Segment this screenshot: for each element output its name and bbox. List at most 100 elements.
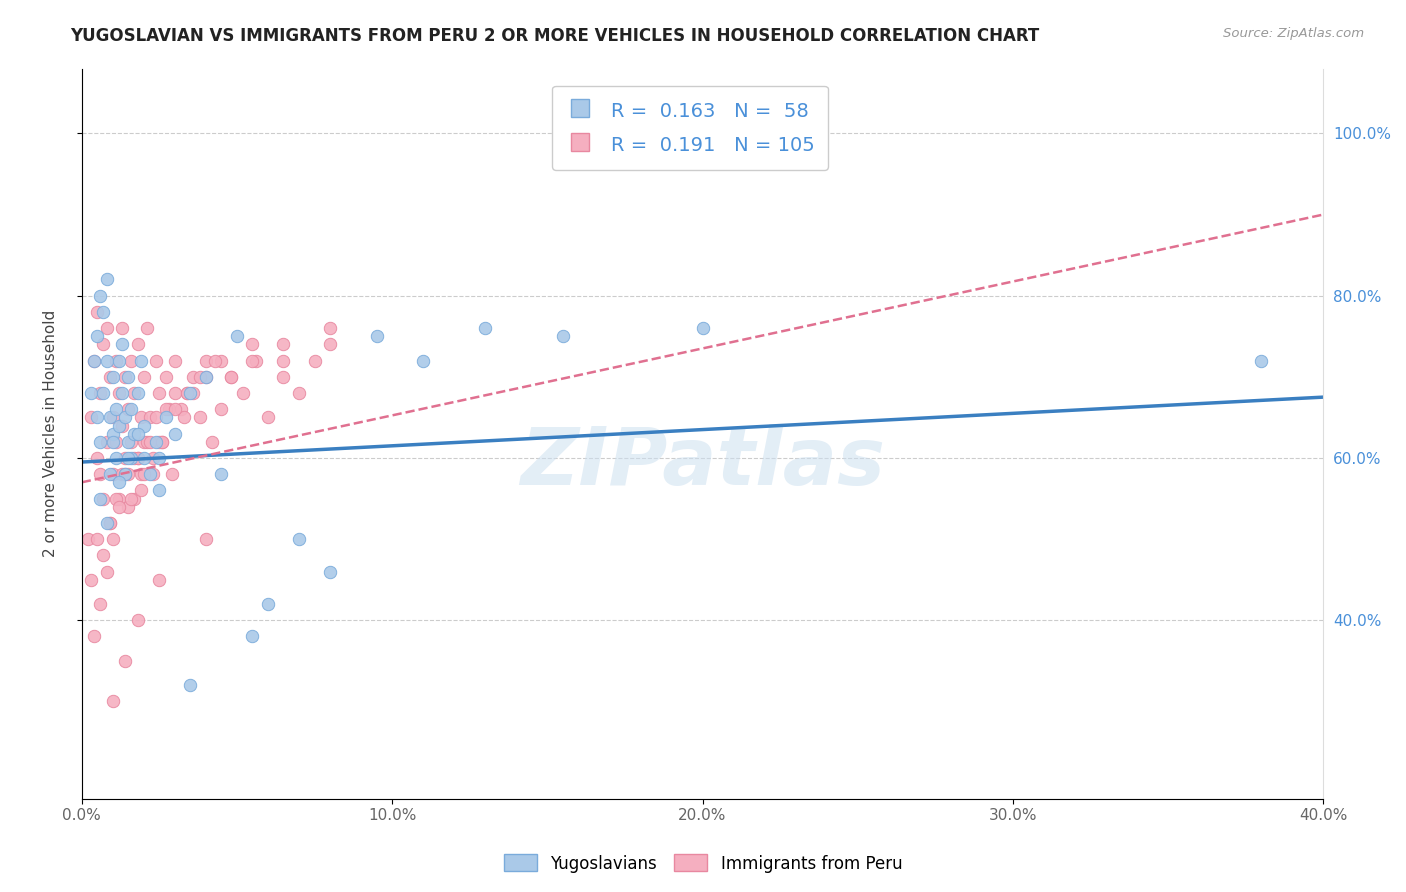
Point xyxy=(114,369,136,384)
Point xyxy=(89,289,111,303)
Point xyxy=(86,532,108,546)
Point xyxy=(692,321,714,335)
Point xyxy=(319,321,342,335)
Point xyxy=(155,369,177,384)
Point xyxy=(135,321,157,335)
Point xyxy=(157,402,180,417)
Point xyxy=(183,386,205,401)
Point xyxy=(183,369,205,384)
Legend: R =  0.163   N =  58, R =  0.191   N = 105: R = 0.163 N = 58, R = 0.191 N = 105 xyxy=(553,86,828,170)
Point xyxy=(108,386,131,401)
Point xyxy=(98,410,121,425)
Point xyxy=(89,434,111,449)
Point xyxy=(93,386,115,401)
Point xyxy=(114,467,136,482)
Point xyxy=(117,450,139,465)
Point xyxy=(242,630,264,644)
Point xyxy=(155,402,177,417)
Point xyxy=(242,353,264,368)
Point xyxy=(108,353,131,368)
Point xyxy=(101,369,124,384)
Point xyxy=(551,329,574,343)
Point xyxy=(104,491,127,506)
Point xyxy=(474,321,496,335)
Point xyxy=(114,467,136,482)
Point xyxy=(83,353,105,368)
Point xyxy=(98,467,121,482)
Point xyxy=(148,450,170,465)
Point xyxy=(142,450,165,465)
Text: YUGOSLAVIAN VS IMMIGRANTS FROM PERU 2 OR MORE VEHICLES IN HOUSEHOLD CORRELATION : YUGOSLAVIAN VS IMMIGRANTS FROM PERU 2 OR… xyxy=(70,27,1039,45)
Point xyxy=(111,467,134,482)
Point xyxy=(80,573,103,587)
Point xyxy=(117,402,139,417)
Point xyxy=(101,694,124,708)
Point xyxy=(163,386,186,401)
Point xyxy=(127,450,149,465)
Point xyxy=(120,353,142,368)
Point xyxy=(163,426,186,441)
Point xyxy=(124,491,146,506)
Point xyxy=(89,597,111,611)
Point xyxy=(170,402,193,417)
Point xyxy=(145,353,167,368)
Point xyxy=(319,565,342,579)
Point xyxy=(201,434,224,449)
Point xyxy=(117,467,139,482)
Point xyxy=(219,369,242,384)
Point xyxy=(242,337,264,351)
Point xyxy=(127,450,149,465)
Point xyxy=(77,532,100,546)
Point xyxy=(139,434,162,449)
Point xyxy=(114,450,136,465)
Point xyxy=(120,491,142,506)
Point xyxy=(194,353,217,368)
Legend: Yugoslavians, Immigrants from Peru: Yugoslavians, Immigrants from Peru xyxy=(498,847,908,880)
Point xyxy=(127,426,149,441)
Point xyxy=(148,434,170,449)
Point xyxy=(139,467,162,482)
Point xyxy=(98,369,121,384)
Point xyxy=(101,410,124,425)
Point xyxy=(132,434,155,449)
Point xyxy=(96,321,118,335)
Point xyxy=(145,434,167,449)
Point xyxy=(101,426,124,441)
Point xyxy=(148,573,170,587)
Point xyxy=(127,337,149,351)
Text: Source: ZipAtlas.com: Source: ZipAtlas.com xyxy=(1223,27,1364,40)
Point xyxy=(89,467,111,482)
Point xyxy=(104,353,127,368)
Point xyxy=(152,434,174,449)
Point xyxy=(93,305,115,319)
Point xyxy=(101,532,124,546)
Point xyxy=(96,565,118,579)
Point xyxy=(232,386,254,401)
Point xyxy=(101,467,124,482)
Point xyxy=(139,410,162,425)
Point xyxy=(111,418,134,433)
Point xyxy=(412,353,434,368)
Point xyxy=(101,434,124,449)
Point xyxy=(219,369,242,384)
Point xyxy=(273,369,295,384)
Point xyxy=(108,500,131,514)
Point xyxy=(132,369,155,384)
Point xyxy=(257,597,280,611)
Point xyxy=(226,329,249,343)
Point xyxy=(132,418,155,433)
Point xyxy=(96,516,118,530)
Point xyxy=(273,353,295,368)
Point xyxy=(129,353,152,368)
Point xyxy=(96,353,118,368)
Point xyxy=(160,467,183,482)
Point xyxy=(114,654,136,668)
Point xyxy=(86,305,108,319)
Y-axis label: 2 or more Vehicles in Household: 2 or more Vehicles in Household xyxy=(44,310,58,558)
Point xyxy=(108,418,131,433)
Point xyxy=(93,491,115,506)
Point xyxy=(104,434,127,449)
Point xyxy=(135,434,157,449)
Point xyxy=(117,369,139,384)
Point xyxy=(176,386,198,401)
